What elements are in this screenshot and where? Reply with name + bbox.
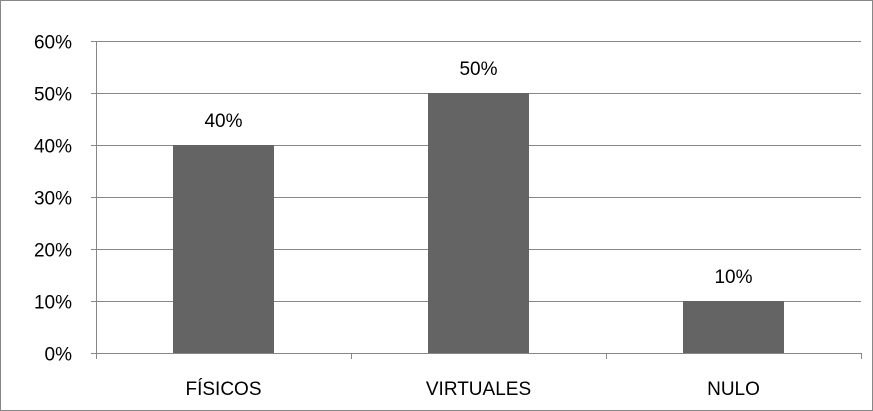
data-labels: 40% 50% 10%	[204, 59, 752, 288]
data-label: 50%	[459, 59, 497, 80]
y-tick-label: 20%	[34, 241, 72, 262]
y-tick-label: 40%	[34, 137, 72, 158]
data-label: 10%	[714, 267, 752, 288]
y-tick-label: 0%	[45, 345, 73, 366]
x-tick-label: FÍSICOS	[185, 379, 261, 400]
data-label: 40%	[204, 111, 242, 132]
y-tick-label: 10%	[34, 293, 72, 314]
y-tick-label: 30%	[34, 189, 72, 210]
bar	[683, 301, 784, 353]
y-tick-label: 50%	[34, 85, 72, 106]
bar	[428, 93, 529, 353]
bar	[173, 145, 274, 353]
x-axis-tick-labels: FÍSICOS VIRTUALES NULO	[185, 379, 759, 400]
axes	[91, 41, 862, 359]
x-tick-label: VIRTUALES	[426, 379, 531, 400]
y-axis-tick-labels: 0% 10% 20% 30% 40% 50% 60%	[34, 33, 72, 366]
x-tick-label: NULO	[707, 379, 760, 400]
y-tick-label: 60%	[34, 33, 72, 54]
bars	[173, 93, 784, 353]
